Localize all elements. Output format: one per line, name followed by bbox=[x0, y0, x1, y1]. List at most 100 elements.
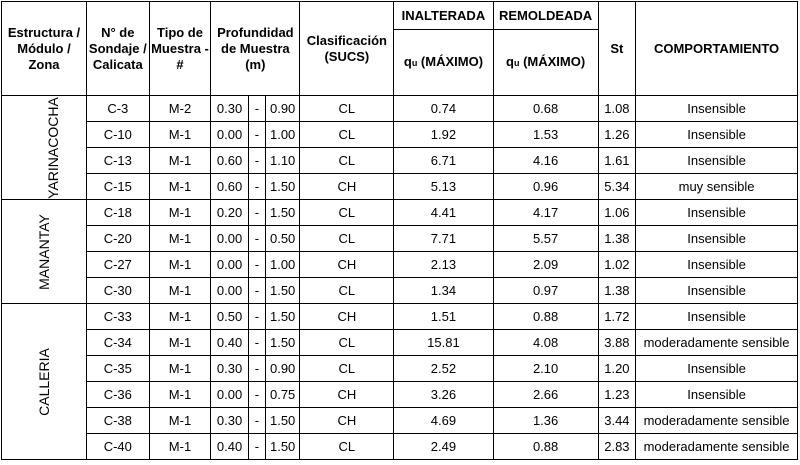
table-row: C-40 M-1 0.40-1.50 CL 2.49 0.88 2.83 moderadame… bbox=[2, 433, 798, 460]
header-inalterada: INALTERADA bbox=[393, 1, 494, 30]
cell-separator: - bbox=[247, 355, 266, 382]
cell-qu-inalterada: 7.71 bbox=[393, 225, 494, 252]
cell-qu-inalterada: 2.13 bbox=[393, 251, 494, 278]
table-row: C-13 M-1 0.60-1.10 CL 6.71 4.16 1.61 Insensible bbox=[2, 147, 798, 174]
cell-st: 2.83 bbox=[597, 433, 637, 460]
cell-tipo: M-1 bbox=[148, 173, 212, 200]
cell-desde: 0.60 bbox=[210, 147, 249, 174]
table-row: CALLERIA C-33 M-1 0.50-1.50 CH 1.51 0.88 1.72 In… bbox=[1, 303, 798, 460]
cell-sucs: CL bbox=[299, 121, 395, 148]
cell-sondaje: C-10 bbox=[85, 121, 150, 148]
cell-sondaje: C-35 bbox=[85, 355, 150, 382]
cell-qu-inalterada: 5.13 bbox=[393, 173, 494, 200]
cell-comportamiento: Insensible bbox=[635, 199, 798, 226]
cell-qu-remoldeada: 0.68 bbox=[492, 95, 599, 122]
cell-sondaje: C-15 bbox=[85, 173, 150, 200]
cell-qu-inalterada: 2.49 bbox=[393, 433, 494, 460]
cell-st: 1.23 bbox=[597, 381, 637, 408]
cell-qu-inalterada: 4.69 bbox=[393, 407, 494, 434]
cell-hasta: 0.90 bbox=[264, 355, 301, 382]
cell-sucs: CL bbox=[299, 95, 395, 122]
cell-tipo: M-1 bbox=[148, 199, 212, 226]
cell-comportamiento: Insensible bbox=[635, 95, 798, 122]
cell-st: 1.72 bbox=[597, 303, 637, 330]
cell-sondaje: C-33 bbox=[85, 303, 150, 330]
cell-separator: - bbox=[247, 173, 266, 200]
cell-desde: 0.40 bbox=[210, 329, 249, 356]
header-profundidad: Profundidad de Muestra (m) bbox=[210, 1, 301, 96]
header-clasificacion: Clasificación (SUCS) bbox=[299, 1, 395, 96]
cell-qu-remoldeada: 0.96 bbox=[492, 173, 599, 200]
cell-separator: - bbox=[247, 433, 266, 460]
cell-sondaje: C-18 bbox=[85, 199, 150, 226]
cell-desde: 0.20 bbox=[210, 199, 249, 226]
cell-sucs: CL bbox=[299, 199, 395, 226]
cell-hasta: 1.00 bbox=[264, 121, 301, 148]
cell-sucs: CL bbox=[299, 147, 395, 174]
cell-qu-inalterada: 15.81 bbox=[393, 329, 494, 356]
table-row: C-34 M-1 0.40-1.50 CL 15.81 4.08 3.88 moderadam… bbox=[2, 329, 798, 356]
zone-label-text: CALLERIA bbox=[35, 347, 52, 416]
cell-hasta: 1.50 bbox=[264, 303, 301, 330]
cell-separator: - bbox=[247, 251, 266, 278]
cell-separator: - bbox=[247, 277, 266, 304]
table-row: YARINACOCHA C-3 M-2 0.30-0.90 CL 0.74 0.68 1.08… bbox=[1, 95, 798, 200]
cell-st: 3.44 bbox=[597, 407, 637, 434]
header-tipo: Tipo de Muestra - # bbox=[148, 1, 212, 96]
cell-desde: 0.00 bbox=[210, 251, 249, 278]
table-row: C-35 M-1 0.30-0.90 CL 2.52 2.10 1.20 Insensible bbox=[2, 355, 798, 382]
cell-hasta: 1.50 bbox=[264, 199, 301, 226]
cell-separator: - bbox=[247, 121, 266, 148]
header-qu-inalterada: qu (MÁXIMO) bbox=[393, 29, 494, 96]
cell-separator: - bbox=[247, 381, 266, 408]
zone-label: MANANTAY bbox=[1, 199, 87, 304]
cell-hasta: 1.50 bbox=[264, 407, 301, 434]
cell-separator: - bbox=[247, 199, 266, 226]
cell-comportamiento: moderadamente sensible bbox=[635, 433, 798, 460]
cell-sucs: CH bbox=[299, 407, 395, 434]
zone-label: CALLERIA bbox=[1, 303, 87, 460]
cell-desde: 0.30 bbox=[210, 95, 249, 122]
cell-qu-remoldeada: 4.08 bbox=[492, 329, 599, 356]
cell-sondaje: C-34 bbox=[85, 329, 150, 356]
cell-sucs: CH bbox=[299, 381, 395, 408]
cell-st: 1.08 bbox=[597, 95, 637, 122]
cell-sucs: CL bbox=[299, 277, 395, 304]
cell-qu-remoldeada: 5.57 bbox=[492, 225, 599, 252]
cell-sucs: CH bbox=[299, 173, 395, 200]
cell-hasta: 0.50 bbox=[264, 225, 301, 252]
cell-qu-remoldeada: 0.88 bbox=[492, 303, 599, 330]
header-comportamiento: COMPORTAMIENTO bbox=[635, 1, 798, 96]
cell-qu-remoldeada: 2.10 bbox=[492, 355, 599, 382]
table-row: C-30 M-1 0.00-1.50 CL 1.34 0.97 1.38 Insensible bbox=[2, 277, 798, 304]
cell-tipo: M-1 bbox=[148, 329, 212, 356]
table-row: C-36 M-1 0.00-0.75 CH 3.26 2.66 1.23 Insensible bbox=[2, 381, 798, 408]
cell-desde: 0.40 bbox=[210, 433, 249, 460]
cell-comportamiento: Insensible bbox=[635, 277, 798, 304]
table-row: C-10 M-1 0.00-1.00 CL 1.92 1.53 1.26 Insensible bbox=[2, 121, 798, 148]
cell-desde: 0.30 bbox=[210, 407, 249, 434]
header-st: St bbox=[597, 1, 637, 96]
cell-hasta: 1.50 bbox=[264, 433, 301, 460]
cell-st: 1.02 bbox=[597, 251, 637, 278]
cell-desde: 0.00 bbox=[210, 225, 249, 252]
cell-sondaje: C-36 bbox=[85, 381, 150, 408]
cell-qu-inalterada: 4.41 bbox=[393, 199, 494, 226]
cell-separator: - bbox=[247, 303, 266, 330]
zone-label-text: YARINACOCHA bbox=[44, 96, 61, 199]
header-qu-remoldeada: qu (MÁXIMO) bbox=[492, 29, 599, 96]
cell-hasta: 0.75 bbox=[264, 381, 301, 408]
zone-label: YARINACOCHA bbox=[1, 95, 87, 200]
cell-st: 1.20 bbox=[597, 355, 637, 382]
table-row: MANANTAY C-18 M-1 0.20-1.50 CL 4.41 4.17 1.06 In… bbox=[1, 199, 798, 304]
cell-qu-remoldeada: 4.17 bbox=[492, 199, 599, 226]
cell-separator: - bbox=[247, 407, 266, 434]
cell-sucs: CH bbox=[299, 303, 395, 330]
cell-comportamiento: moderadamente sensible bbox=[635, 329, 798, 356]
cell-sucs: CH bbox=[299, 251, 395, 278]
cell-tipo: M-2 bbox=[148, 95, 212, 122]
table-row: C-15 M-1 0.60-1.50 CH 5.13 0.96 5.34 muy sensib… bbox=[2, 173, 798, 200]
cell-qu-remoldeada: 0.97 bbox=[492, 277, 599, 304]
cell-comportamiento: Insensible bbox=[635, 225, 798, 252]
cell-sondaje: C-30 bbox=[85, 277, 150, 304]
